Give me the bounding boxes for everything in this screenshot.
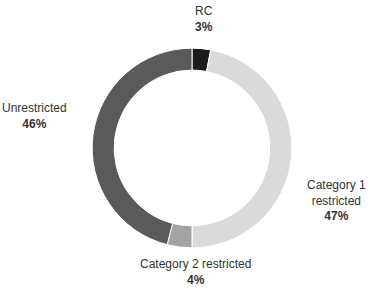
svg-text:Category 2 restricted4%: Category 2 restricted4% [140,257,251,287]
svg-text:Unrestricted46%: Unrestricted46% [2,101,67,131]
svg-text:Category 1restricted47%: Category 1restricted47% [307,178,366,223]
svg-text:RC3%: RC3% [195,4,213,34]
